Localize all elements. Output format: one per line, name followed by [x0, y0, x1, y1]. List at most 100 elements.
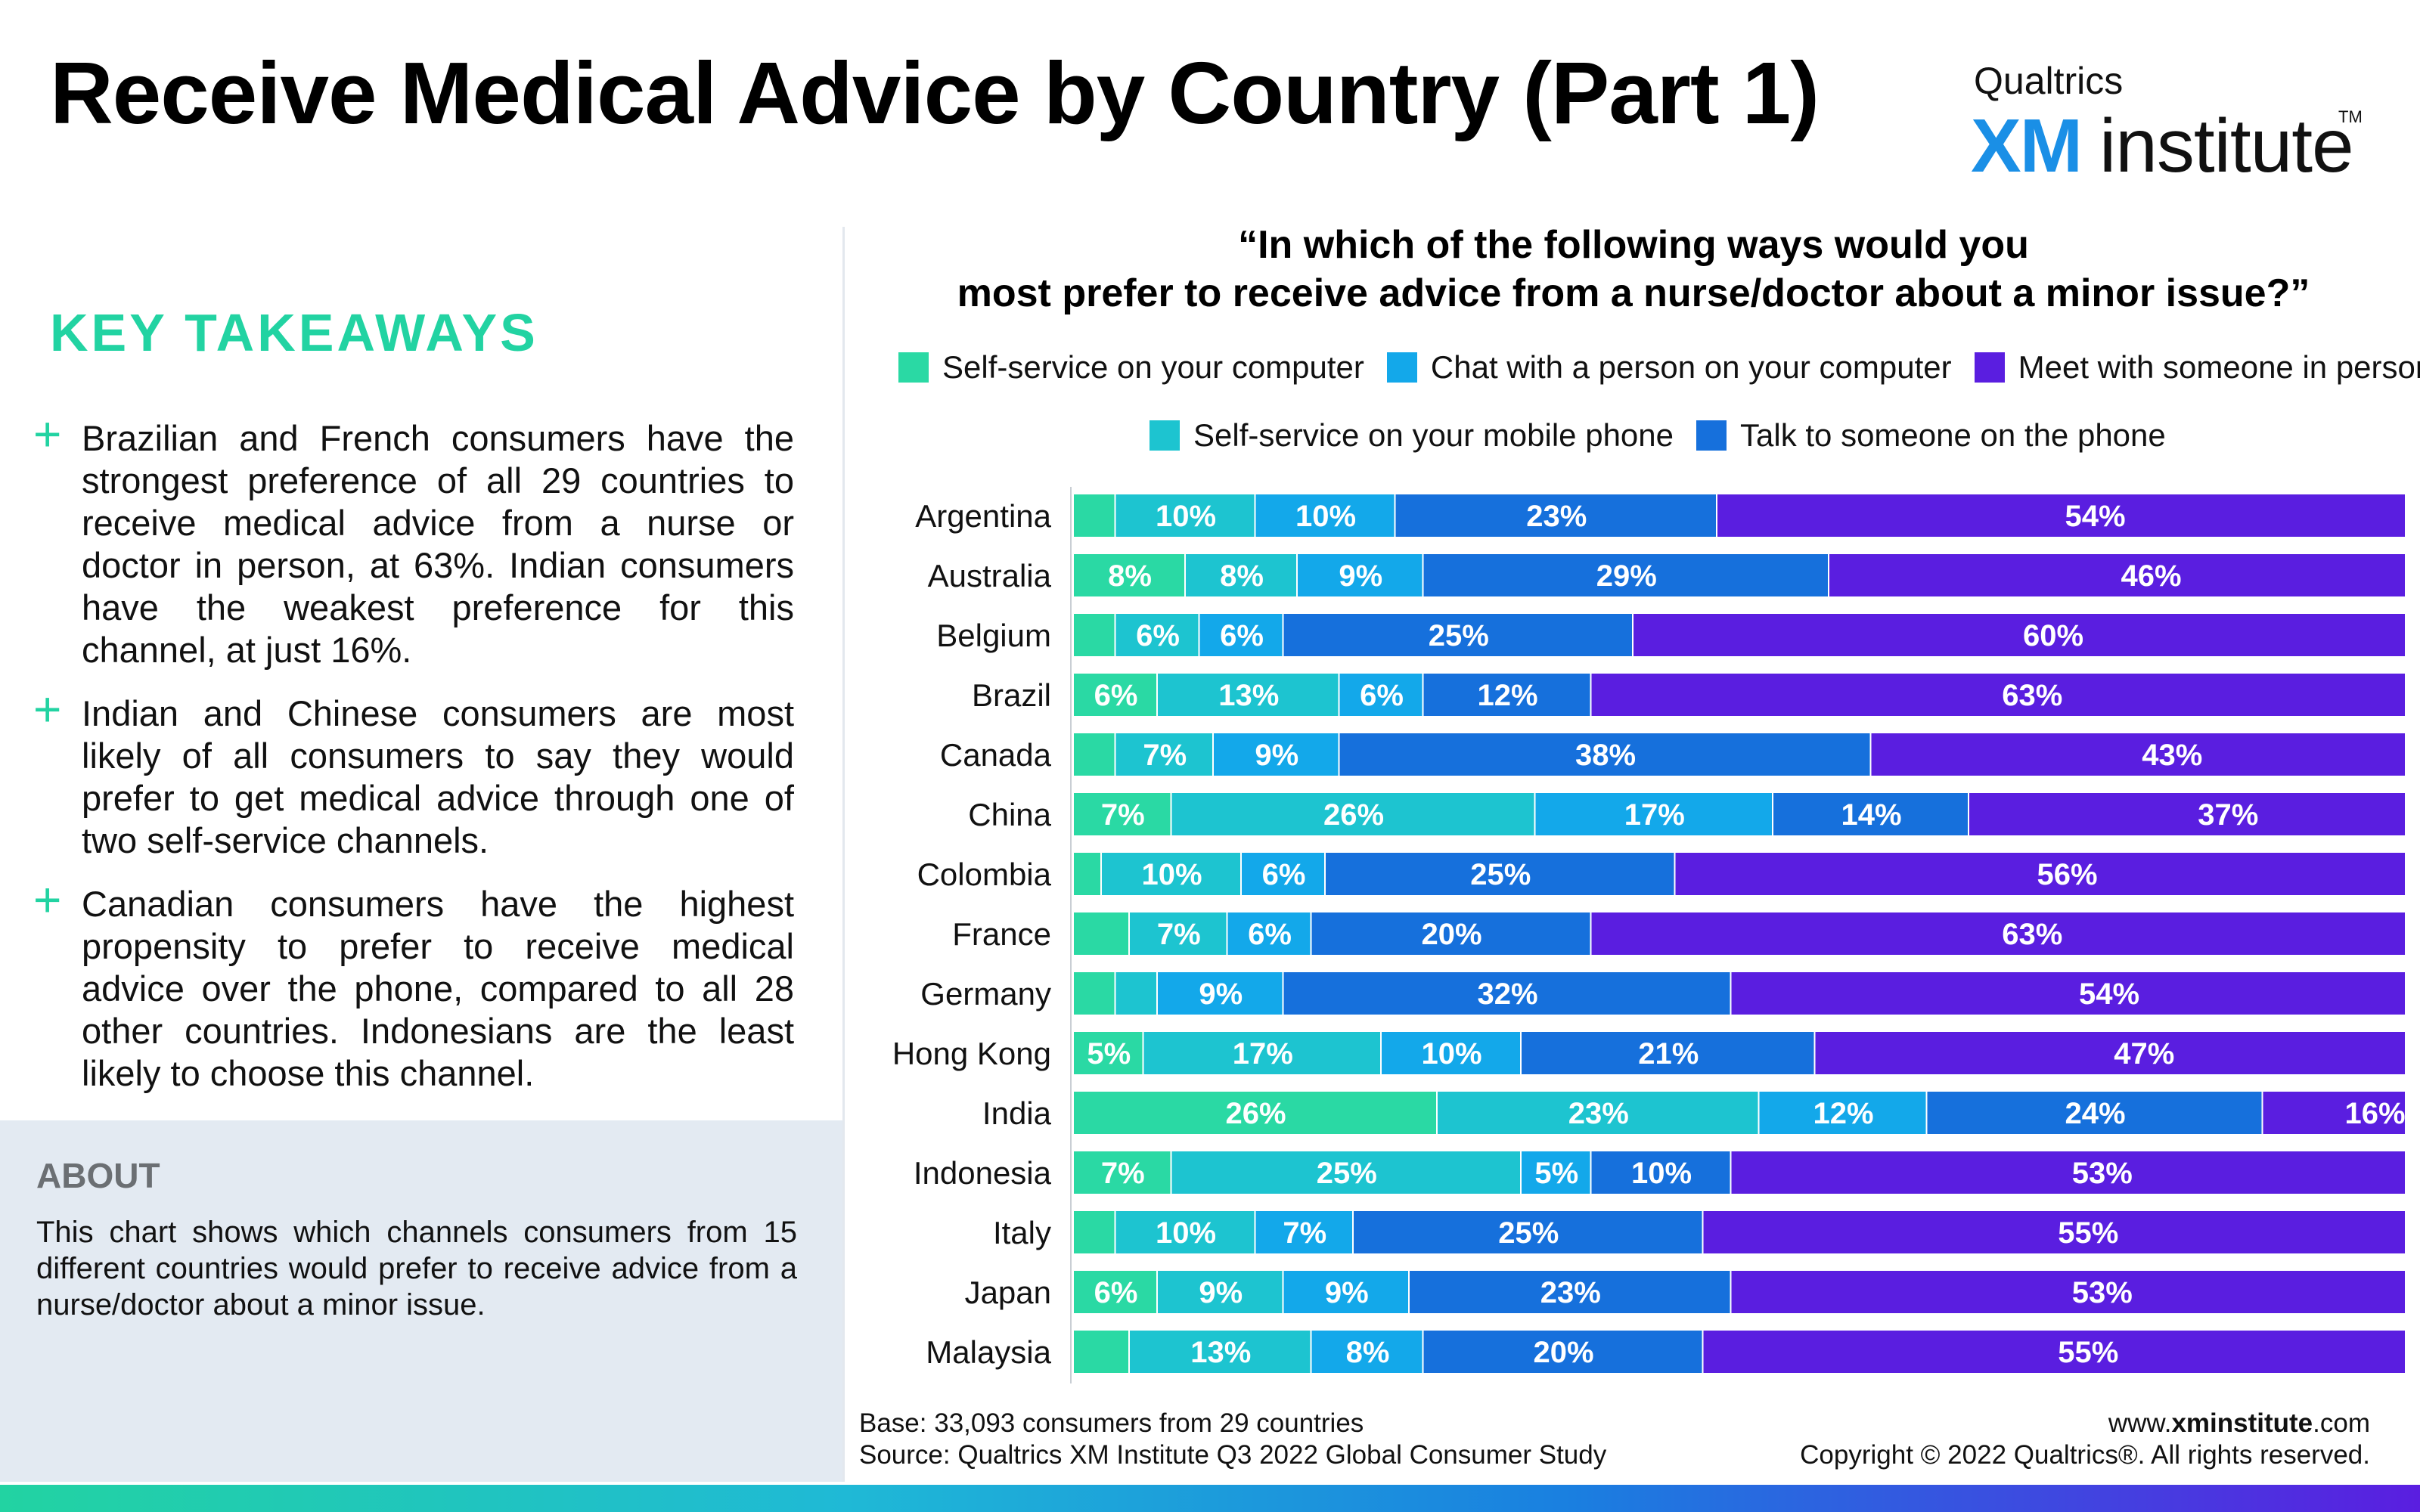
bar-segment: [1731, 1151, 2405, 1194]
category-label: Colombia: [917, 857, 1052, 892]
category-label: Hong Kong: [892, 1036, 1051, 1071]
data-label: 13%: [1218, 679, 1279, 712]
category-label: Canada: [940, 737, 1052, 773]
legend-label: Self-service on your mobile phone: [1193, 417, 1674, 453]
category-label: Germany: [920, 976, 1051, 1012]
question-line-2: most prefer to receive advice from a nur…: [957, 271, 2310, 315]
data-label: 10%: [1141, 858, 1202, 891]
data-label: 14%: [1841, 798, 1901, 832]
plus-icon: +: [33, 682, 62, 736]
bar-segment: [1773, 793, 1968, 835]
category-label: Japan: [965, 1275, 1051, 1310]
data-label: 5%: [1087, 1037, 1131, 1070]
data-label: 9%: [1199, 978, 1243, 1011]
stacked-bar-chart: Argentina 10% 10% 23% 54%Australia 8% 8% 9% 29% 4…: [892, 487, 2405, 1383]
category-label: Indonesia: [914, 1155, 1052, 1191]
bar-segment: [1298, 554, 1423, 596]
bar-segment: [1171, 1151, 1520, 1194]
bar-segment: [1326, 853, 1674, 895]
logo-institute: institute: [2099, 104, 2354, 188]
bar-segment: [1717, 494, 2405, 537]
data-label: 26%: [1323, 798, 1384, 832]
data-label: 20%: [1421, 918, 1481, 951]
bar-segment: [1115, 1211, 1255, 1253]
data-label: 54%: [2079, 978, 2139, 1011]
data-label: 17%: [1233, 1037, 1293, 1070]
data-label: 8%: [1346, 1336, 1390, 1369]
bar-segment: [1074, 972, 1115, 1015]
data-label: 20%: [1533, 1336, 1593, 1369]
bar-segment: [1074, 1271, 1156, 1313]
data-label: 23%: [1540, 1276, 1601, 1309]
category-label: Australia: [928, 558, 1052, 593]
bar-segment: [1703, 1211, 2405, 1253]
legend-label: Talk to someone on the phone: [1740, 417, 2166, 453]
bar-segment: [1074, 674, 1156, 716]
data-label: 38%: [1575, 739, 1636, 772]
legend-item-meet-in-person: Meet with someone in person: [1974, 349, 2420, 386]
category-label: Argentina: [915, 498, 1051, 534]
bar-segment: [1283, 1271, 1408, 1313]
bar-segment: [1675, 853, 2405, 895]
bar-segment: [1927, 1092, 2262, 1134]
takeaway-text: Indian and Chinese consumers are most li…: [82, 693, 794, 860]
chart-legend-row-1: Self-service on your computer Chat with …: [898, 349, 2420, 386]
footer-left: Base: 33,093 consumers from 29 countries…: [859, 1408, 1606, 1471]
bar-segment: [2263, 1092, 2405, 1134]
data-label: 10%: [1631, 1157, 1692, 1190]
bar-segment: [1283, 614, 1632, 656]
bar-segment: [1354, 1211, 1702, 1253]
bar-segment: [1382, 1032, 1520, 1074]
data-label: 17%: [1624, 798, 1685, 832]
bar-segment: [1074, 1032, 1143, 1074]
bar-segment: [1634, 614, 2405, 656]
survey-question: “In which of the following ways would yo…: [847, 221, 2420, 318]
data-label: 7%: [1101, 1157, 1145, 1190]
plus-icon: +: [33, 407, 62, 461]
data-label: 24%: [2065, 1097, 2125, 1130]
takeaway-text: Brazilian and French consumers have the …: [82, 418, 794, 670]
data-label: 6%: [1094, 679, 1138, 712]
data-label: 53%: [2072, 1276, 2133, 1309]
data-label: 6%: [1248, 918, 1292, 951]
data-label: 25%: [1429, 619, 1489, 652]
legend-label: Self-service on your computer: [942, 349, 1364, 385]
data-label: 21%: [1638, 1037, 1699, 1070]
data-label: 25%: [1498, 1216, 1559, 1250]
data-label: 6%: [1220, 619, 1264, 652]
category-label: France: [952, 916, 1051, 952]
bar-segment: [1339, 733, 1870, 776]
data-label: 46%: [2121, 559, 2181, 593]
legend-swatch: [1974, 352, 2005, 383]
bar-segment: [1522, 1032, 1814, 1074]
data-label: 6%: [1262, 858, 1306, 891]
question-line-1: “In which of the following ways would yo…: [1238, 223, 2029, 267]
page-title: Receive Medical Advice by Country (Part …: [50, 44, 1820, 142]
data-label: 12%: [1477, 679, 1537, 712]
bar-segment: [1158, 674, 1339, 716]
data-label: 53%: [2072, 1157, 2133, 1190]
data-label: 60%: [2023, 619, 2083, 652]
xm-institute-logo: Qualtrics XM institute TM: [1971, 59, 2364, 188]
data-label: 10%: [1156, 1216, 1216, 1250]
bar-segment: [1074, 614, 1115, 656]
data-label: 8%: [1108, 559, 1152, 593]
plus-icon: +: [33, 872, 62, 927]
category-label: Belgium: [936, 618, 1051, 653]
bar-segment: [1074, 793, 1171, 835]
bar-segment: [1423, 1331, 1702, 1373]
bar-segment: [1535, 793, 1772, 835]
data-label: 63%: [2002, 679, 2062, 712]
data-label: 56%: [2037, 858, 2097, 891]
about-text: This chart shows which channels consumer…: [36, 1216, 797, 1321]
data-label: 12%: [1813, 1097, 1873, 1130]
data-label: 7%: [1283, 1216, 1326, 1250]
bar-segment: [1158, 1271, 1283, 1313]
takeaway-item: + Indian and Chinese consumers are most …: [33, 685, 794, 862]
data-label: 25%: [1470, 858, 1531, 891]
bar-segment: [1438, 1092, 1758, 1134]
data-label: 6%: [1136, 619, 1180, 652]
about-heading: ABOUT: [36, 1156, 160, 1195]
footer-website[interactable]: www.xminstitute.com: [2108, 1408, 2370, 1438]
legend-swatch: [1696, 420, 1727, 451]
